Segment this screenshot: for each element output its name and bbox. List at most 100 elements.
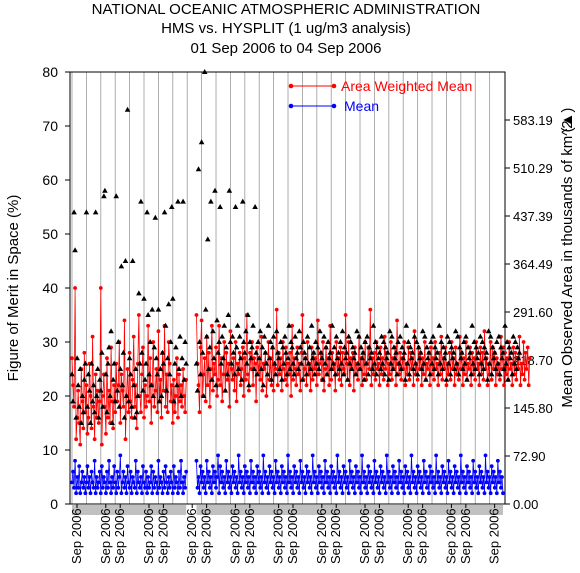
- data-point-mean-observed-area: [224, 371, 231, 377]
- data-point-mean: [473, 469, 478, 474]
- data-point-mean-observed-area: [294, 349, 301, 355]
- data-point-area-weighted-mean: [171, 377, 176, 382]
- data-point-mean-observed-area: [337, 339, 344, 344]
- data-point-mean-observed-area: [410, 366, 417, 371]
- data-point-mean-observed-area: [305, 360, 312, 366]
- data-point-mean: [163, 464, 168, 469]
- data-point-mean: [452, 464, 457, 469]
- data-point-mean-observed-area: [367, 355, 374, 361]
- data-point-mean-observed-area: [506, 344, 512, 350]
- data-point-mean: [150, 491, 155, 496]
- vertical-grid: [71, 72, 491, 504]
- data-point-mean-observed-area: [338, 360, 345, 366]
- data-point-mean-observed-area: [362, 339, 368, 344]
- data-point-mean-observed-area: [239, 198, 246, 204]
- data-point-mean: [118, 453, 123, 458]
- data-point-mean-observed-area: [466, 355, 472, 361]
- data-point-mean: [178, 485, 182, 490]
- data-point-area-weighted-mean: [407, 377, 412, 382]
- data-point-mean-observed-area: [438, 339, 445, 344]
- data-point-mean: [141, 464, 145, 469]
- data-point-area-weighted-mean: [237, 350, 242, 355]
- data-point-mean: [112, 464, 117, 469]
- data-point-mean-observed-area: [73, 414, 79, 420]
- data-point-mean-observed-area: [318, 349, 324, 355]
- data-point-mean: [132, 485, 137, 490]
- data-point-mean-observed-area: [84, 403, 91, 409]
- data-point-mean: [258, 485, 263, 490]
- data-point-mean: [346, 491, 351, 496]
- data-point-mean: [123, 475, 128, 479]
- data-point-mean: [462, 485, 466, 490]
- data-point-mean: [466, 480, 470, 485]
- data-point-mean: [153, 475, 158, 479]
- data-point-mean: [204, 458, 209, 463]
- data-point-mean: [194, 458, 199, 463]
- data-point-mean-observed-area: [155, 306, 162, 312]
- data-point-mean-observed-area: [395, 339, 401, 344]
- data-point-mean: [250, 480, 254, 485]
- data-point-mean-observed-area: [407, 344, 414, 350]
- data-point-mean-observed-area: [293, 355, 300, 361]
- data-point-mean: [400, 485, 405, 490]
- x-axis-data-bar: [72, 505, 503, 515]
- data-point-mean-observed-area: [501, 366, 507, 371]
- data-point-mean: [334, 491, 339, 496]
- data-point-mean-observed-area: [125, 398, 132, 404]
- data-point-mean-observed-area: [413, 339, 420, 344]
- data-point-area-weighted-mean: [436, 383, 441, 388]
- data-point-area-weighted-mean: [165, 410, 170, 415]
- data-point-area-weighted-mean: [498, 377, 502, 382]
- data-point-mean: [314, 475, 319, 479]
- data-point-mean-observed-area: [135, 393, 141, 398]
- data-point-mean-observed-area: [449, 355, 456, 361]
- data-point-mean-observed-area: [320, 376, 326, 382]
- data-point-area-weighted-mean: [513, 350, 518, 355]
- data-point-mean-observed-area: [292, 333, 299, 339]
- data-point-area-weighted-mean: [412, 329, 417, 334]
- data-point-mean: [198, 464, 203, 469]
- data-point-mean: [179, 458, 183, 463]
- data-point-mean: [405, 469, 410, 474]
- data-point-mean-observed-area: [176, 366, 182, 371]
- data-point-mean-observed-area: [249, 344, 255, 350]
- data-point-mean: [139, 475, 143, 479]
- data-point-mean-observed-area: [479, 339, 486, 344]
- data-point-mean-observed-area: [158, 393, 165, 398]
- data-point-mean: [289, 485, 294, 490]
- data-point-mean: [403, 464, 408, 469]
- data-point-area-weighted-mean: [241, 394, 246, 398]
- data-point-mean-observed-area: [443, 376, 450, 382]
- data-point-mean: [203, 491, 208, 496]
- x-tick-label: Sep 2006: [314, 508, 329, 564]
- data-point-area-weighted-mean: [334, 340, 339, 344]
- data-point-area-weighted-mean: [199, 318, 204, 323]
- data-point-area-weighted-mean: [480, 350, 485, 355]
- data-point-area-weighted-mean: [112, 383, 117, 388]
- data-point-mean-observed-area: [101, 193, 107, 199]
- data-point-mean: [240, 475, 245, 479]
- data-point-mean-observed-area: [432, 344, 438, 350]
- data-point-mean-observed-area: [156, 398, 163, 404]
- data-point-mean-observed-area: [182, 339, 188, 344]
- data-point-mean-observed-area: [118, 263, 125, 269]
- data-point-mean: [252, 485, 256, 490]
- data-point-mean: [217, 491, 221, 496]
- data-point-mean: [274, 480, 279, 485]
- data-point-mean: [281, 469, 286, 474]
- data-point-mean-observed-area: [494, 339, 500, 344]
- data-point-mean: [430, 469, 434, 474]
- data-point-mean-observed-area: [233, 344, 240, 350]
- y2-tick-label: 0.00: [513, 497, 538, 512]
- data-point-mean-observed-area: [465, 344, 471, 350]
- data-point-mean: [245, 485, 250, 490]
- data-point-mean-observed-area: [201, 69, 208, 74]
- data-point-mean-observed-area: [373, 371, 380, 377]
- data-point-area-weighted-mean: [98, 286, 103, 290]
- data-point-mean: [279, 464, 284, 469]
- data-point-area-weighted-mean: [296, 372, 301, 377]
- data-point-mean-observed-area: [342, 355, 349, 361]
- data-point-mean-observed-area: [80, 409, 87, 415]
- data-point-mean: [72, 485, 76, 490]
- data-point-mean: [423, 469, 428, 474]
